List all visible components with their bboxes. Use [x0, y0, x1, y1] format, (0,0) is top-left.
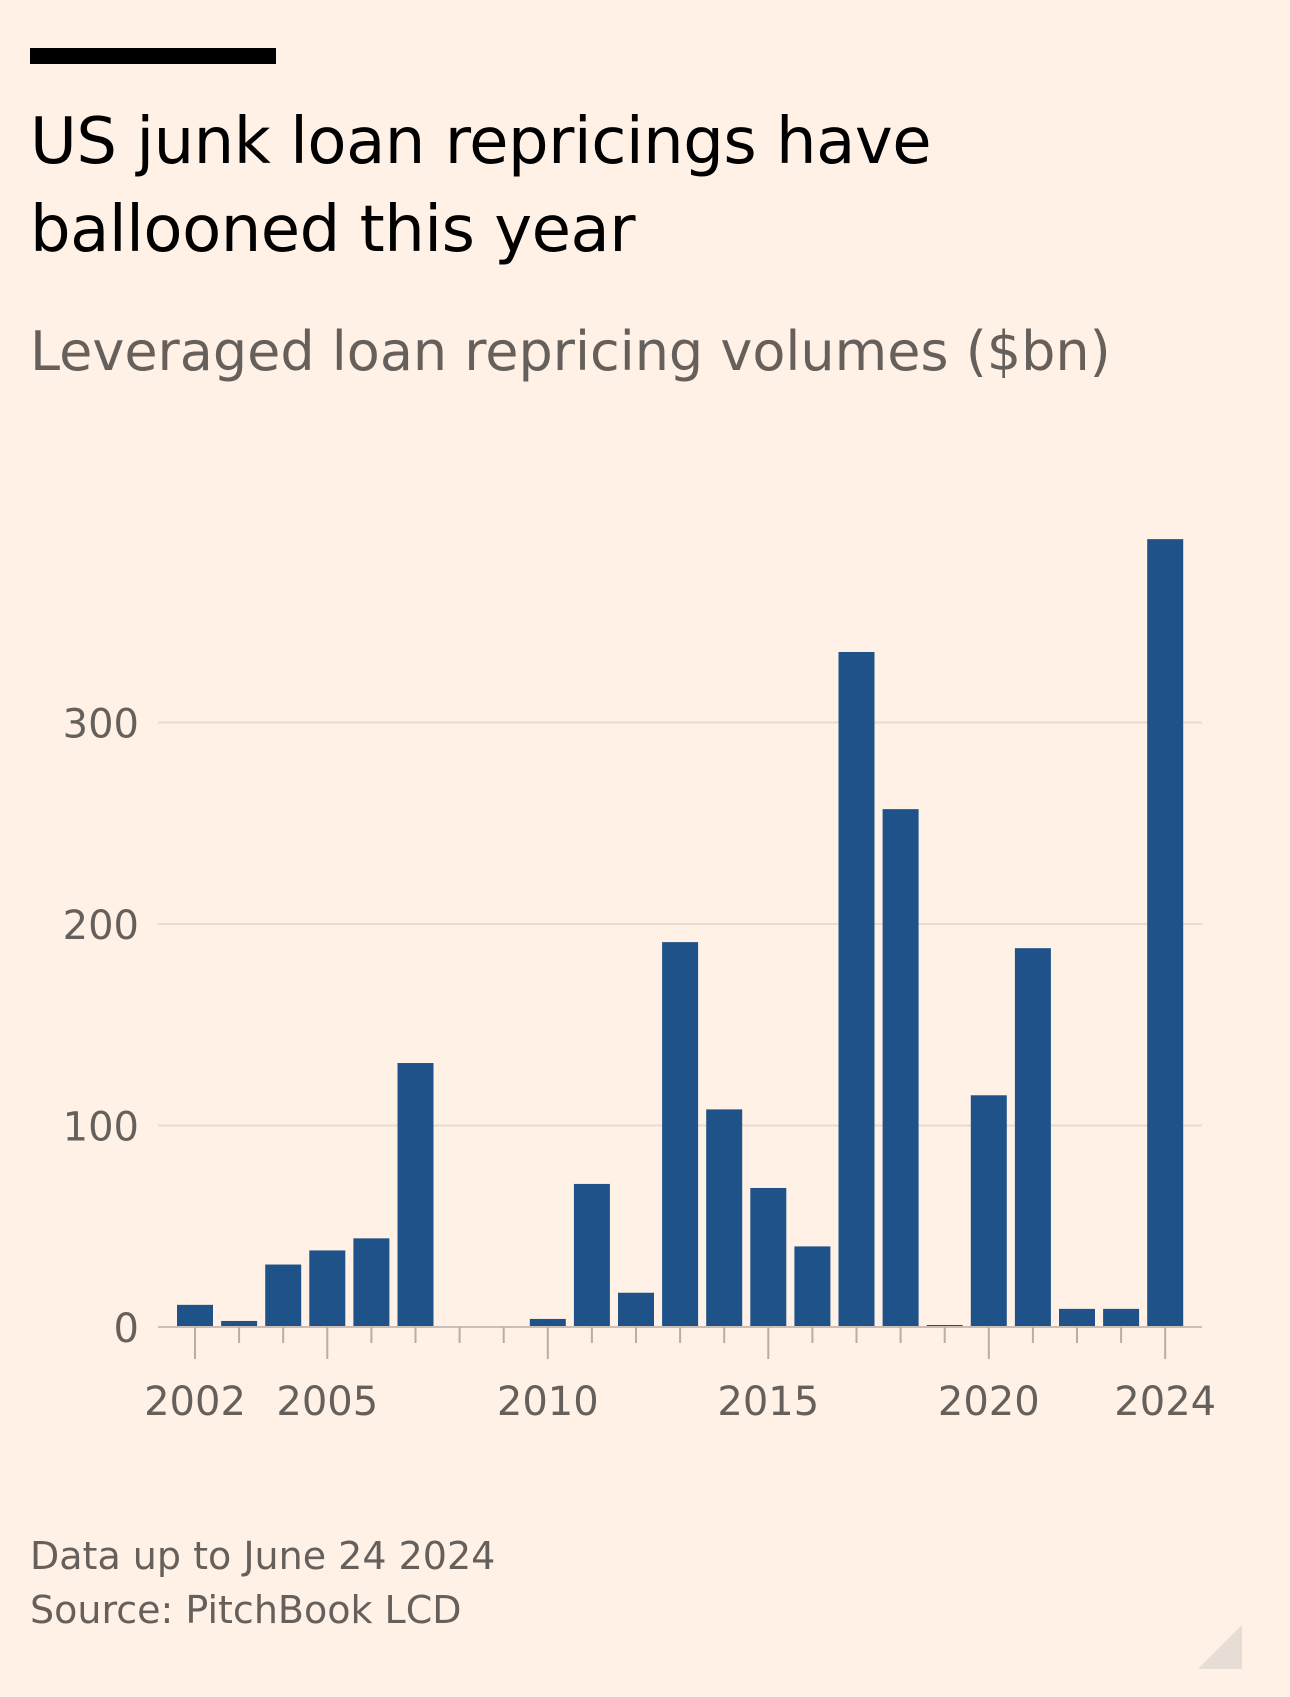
source-note: Source: PitchBook LCD: [30, 1588, 462, 1632]
y-tick-label-200: 200: [63, 903, 139, 949]
bar-2010: [529, 1318, 566, 1327]
data-note: Data up to June 24 2024: [30, 1534, 496, 1578]
bar-2004: [265, 1264, 302, 1327]
y-tick-label-100: 100: [63, 1105, 139, 1151]
chart-title: US junk loan repricings have ballooned t…: [30, 105, 932, 267]
bar-2017: [838, 651, 875, 1327]
bar-2023: [1103, 1308, 1140, 1327]
bar-2024: [1147, 539, 1184, 1327]
y-tick-label-300: 300: [63, 702, 139, 748]
bars: [177, 539, 1184, 1327]
x-tick-label-2024: 2024: [1114, 1379, 1216, 1425]
bar-2016: [794, 1246, 831, 1327]
top-rule: [30, 48, 276, 64]
bar-2019: [926, 1324, 963, 1327]
x-tick-label-2020: 2020: [938, 1379, 1040, 1425]
chart-subtitle: Leveraged loan repricing volumes ($bn): [30, 320, 1111, 383]
bar-2011: [573, 1183, 610, 1327]
y-axis-labels: 0 100 200 300: [63, 702, 139, 1353]
bar-2006: [353, 1238, 390, 1327]
bar-2018: [882, 809, 919, 1327]
bar-2003: [221, 1320, 258, 1327]
bar-2015: [750, 1187, 787, 1327]
x-tick-label-2002: 2002: [144, 1379, 246, 1425]
bar-2013: [662, 942, 699, 1327]
bar-2020: [970, 1095, 1007, 1327]
bar-2012: [618, 1292, 654, 1327]
bar-2021: [1014, 948, 1051, 1327]
bar-2007: [397, 1063, 434, 1327]
x-tick-label-2005: 2005: [276, 1379, 378, 1425]
bar-2014: [706, 1109, 743, 1327]
x-axis: 2002 2005 2010 2015 2020 2024: [144, 1326, 1216, 1425]
bar-2022: [1059, 1308, 1095, 1327]
corner-mark-icon: [1198, 1625, 1242, 1669]
bar-2005: [309, 1250, 346, 1327]
x-tick-label-2010: 2010: [497, 1379, 599, 1425]
x-tick-label-2015: 2015: [717, 1379, 819, 1425]
bar-2002: [177, 1304, 213, 1327]
y-tick-label-0: 0: [114, 1306, 139, 1352]
bar-chart: 0 100 200 300 2002 2005 2010 2015 2020 2024: [63, 539, 1216, 1425]
